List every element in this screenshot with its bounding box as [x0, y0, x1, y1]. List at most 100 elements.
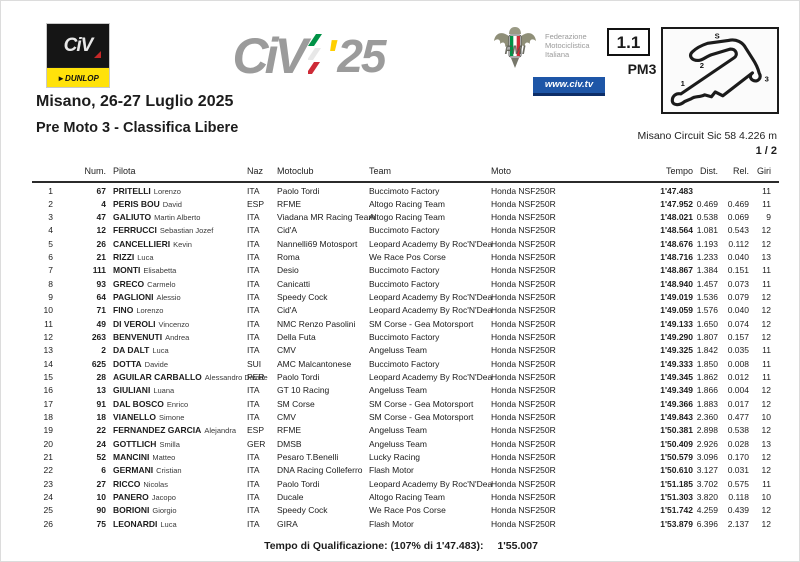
bike-number-cell: 75: [96, 518, 106, 529]
table-row: 23 27 RICCO Nicolas ITA Paolo Tordi Leopard Ac…: [1, 478, 799, 492]
tempo-cell: 1'50.381: [660, 425, 693, 436]
rider-firstname: Alejandra: [204, 426, 237, 436]
tempo-cell: 1'49.133: [660, 318, 693, 329]
motoclub-cell: GIRA: [277, 518, 298, 529]
rel-cell: 0.012: [727, 372, 749, 383]
moto-cell: Honda NSF250R: [491, 425, 556, 436]
nationality-cell: ITA: [247, 385, 260, 396]
table-row: 25 90 BORIONI Giorgio ITA Speedy Cock We Race …: [1, 505, 799, 518]
table-row: 15 28 AGUILAR CARBALLO Alessandro Davide PER…: [1, 372, 799, 385]
moto-cell: Honda NSF250R: [491, 185, 556, 196]
bike-number-cell: 28: [96, 372, 106, 383]
col-header-motoclub: Motoclub: [277, 166, 314, 176]
bike-number-cell: 91: [96, 398, 106, 409]
rel-cell: 0.170: [727, 452, 749, 463]
giri-cell: 9: [766, 212, 771, 223]
rider-firstname: Luca: [152, 346, 169, 356]
giri-cell: 11: [762, 198, 771, 209]
nationality-cell: SUI: [247, 358, 262, 369]
giri-cell: 11: [762, 478, 771, 489]
table-row: 16 13 GIULIANI Luana ITA GT 10 Racing Angeluss…: [1, 385, 799, 398]
rider-firstname: Smilla: [159, 439, 180, 449]
rider-cell: MONTI Elisabetta: [113, 265, 245, 275]
track-label-s1: 1: [681, 79, 686, 88]
giri-cell: 12: [761, 465, 771, 476]
position-cell: 23: [43, 478, 53, 489]
rider-firstname: Martin Alberto: [154, 213, 201, 223]
rider-cell: PERIS BOU David: [113, 199, 245, 209]
nationality-cell: ITA: [247, 265, 260, 276]
giri-cell: 13: [761, 252, 771, 263]
rel-cell: 0.439: [727, 505, 749, 516]
team-cell: Angeluss Team: [369, 438, 427, 449]
rider-lastname: MONTI: [113, 265, 141, 276]
rel-cell: 0.028: [727, 438, 749, 449]
giri-cell: 11: [762, 345, 771, 356]
position-cell: 7: [48, 265, 53, 276]
motoclub-cell: Pesaro T.Benelli: [277, 452, 339, 463]
table-row: 9 64 PAGLIONI Alessio ITA Speedy Cock Leopard …: [1, 292, 799, 305]
giri-cell: 12: [761, 292, 771, 303]
track-map-svg: S 2 1 3: [670, 32, 769, 107]
nationality-cell: ITA: [247, 492, 260, 503]
dist-cell: 1.650: [696, 318, 718, 329]
rider-lastname: LEONARDI: [113, 518, 158, 529]
bike-number-cell: 18: [96, 412, 106, 423]
track-outline: [670, 38, 762, 107]
tempo-cell: 1'49.333: [660, 358, 693, 369]
bike-number-cell: 64: [96, 292, 106, 303]
nationality-cell: ITA: [247, 505, 260, 516]
nationality-cell: PER: [247, 372, 265, 383]
motoclub-cell: CMV: [277, 345, 296, 356]
col-header-giri: Giri: [757, 166, 771, 176]
giri-cell: 11: [762, 185, 771, 196]
nationality-cell: ITA: [247, 238, 260, 249]
position-cell: 11: [44, 318, 53, 329]
bike-number-cell: 2: [101, 345, 106, 356]
rider-lastname: GIULIANI: [113, 385, 151, 396]
civ-dunlop-logo: CiV ►DUNLOP: [46, 23, 110, 88]
table-row: 12 263 BENVENUTI Andrea ITA Della Futa Buccimo…: [1, 332, 799, 345]
table-row: 24 10 PANERO Jacopo ITA Ducale Altogo Racing T…: [1, 492, 799, 505]
moto-cell: Honda NSF250R: [491, 492, 556, 503]
rider-lastname: FINO: [113, 305, 134, 316]
team-cell: Flash Motor: [369, 465, 414, 476]
motoclub-cell: Ducale: [277, 492, 304, 503]
col-header-team: Team: [369, 166, 392, 176]
rider-cell: CANCELLIERI Kevin: [113, 239, 245, 249]
bike-number-cell: 10: [96, 492, 106, 503]
nationality-cell: ITA: [247, 305, 260, 316]
rider-firstname: Lorenzo: [136, 306, 164, 316]
motoclub-cell: Nannelli69 Motosport: [277, 238, 358, 249]
table-row: 21 52 MANCINI Matteo ITA Pesaro T.Benelli Luck…: [1, 452, 799, 465]
tempo-cell: 1'49.019: [660, 292, 693, 303]
rider-firstname: Alessandro Davide: [204, 373, 268, 383]
event-title: Misano, 26-27 Luglio 2025: [36, 93, 234, 110]
giri-cell: 12: [761, 385, 771, 396]
fmi-eagle-icon: FMI: [494, 27, 536, 68]
rider-cell: FERNANDEZ GARCIA Alejandra: [113, 425, 245, 435]
rel-cell: 0.157: [727, 332, 749, 343]
motoclub-cell: Paolo Tordi: [277, 372, 320, 383]
bike-number-cell: 71: [96, 305, 106, 316]
bike-number-cell: 21: [96, 252, 106, 263]
moto-cell: Honda NSF250R: [491, 478, 556, 489]
motoclub-cell: Viadana MR Racing Team: [277, 212, 376, 223]
moto-cell: Honda NSF250R: [491, 305, 556, 316]
rider-lastname: DAL BOSCO: [113, 398, 164, 409]
rel-cell: 0.575: [727, 478, 749, 489]
dist-cell: 2.926: [696, 438, 718, 449]
col-header-num: Num.: [84, 166, 106, 176]
team-cell: SM Corse - Gea Motorsport: [369, 318, 474, 329]
rider-firstname: Giorgio: [152, 506, 177, 516]
bike-number-cell: 90: [96, 505, 106, 516]
rider-cell: GRECO Carmelo: [113, 279, 245, 289]
team-cell: Leopard Academy By Roc'N'Dea: [369, 478, 493, 489]
motoclub-cell: DNA Racing Colleferro: [277, 465, 363, 476]
col-header-pilota: Pilota: [113, 166, 136, 176]
rider-firstname: Luana: [153, 386, 175, 396]
position-cell: 4: [48, 225, 53, 236]
rel-cell: 0.469: [727, 198, 749, 209]
giri-cell: 12: [761, 318, 771, 329]
giri-cell: 12: [761, 452, 771, 463]
